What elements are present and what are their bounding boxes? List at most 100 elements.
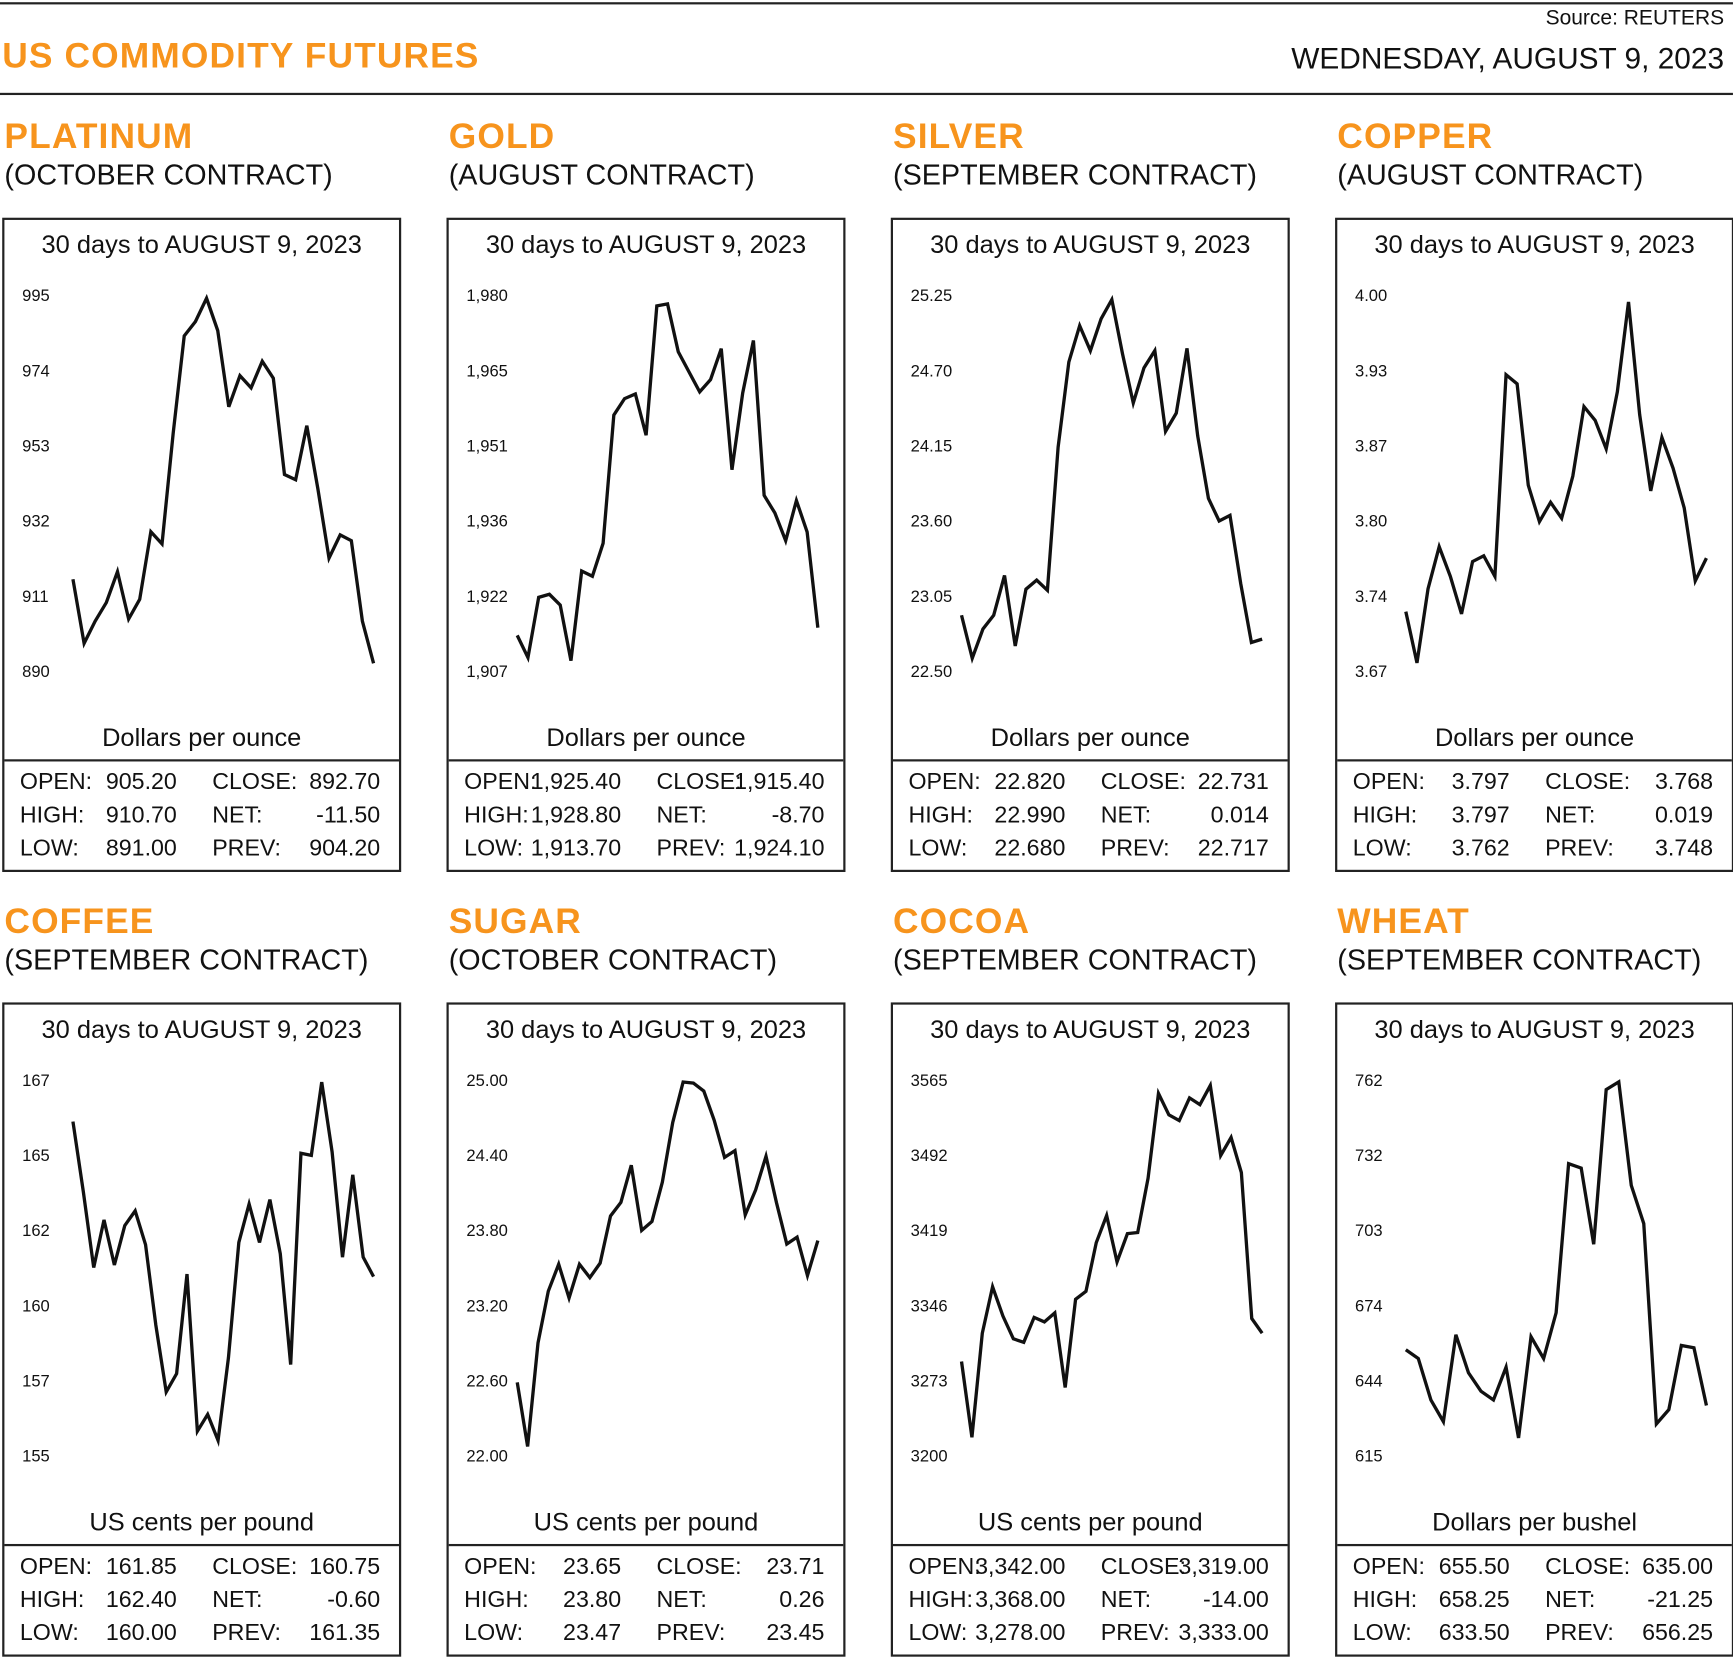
y-tick-label: 22.60	[466, 1372, 508, 1391]
price-series-line	[959, 294, 1263, 664]
chart-box: 30 days to AUGUST 9, 2023 3565 3492 3419 334…	[890, 1002, 1290, 1657]
chart-period: 30 days to AUGUST 9, 2023	[1374, 229, 1695, 259]
open-value: 905.20	[105, 769, 177, 795]
high-label: HIGH:	[1352, 1587, 1418, 1613]
net-value: -11.50	[316, 802, 381, 828]
close-value: 160.75	[309, 1553, 381, 1580]
prev-value: 656.25	[1642, 1620, 1714, 1646]
close-label: CLOSE:	[1100, 1553, 1186, 1580]
price-line-chart	[71, 293, 376, 664]
low-label: LOW:	[464, 1620, 524, 1646]
unit-label: US cents per pound	[89, 1507, 315, 1537]
chart-box: 30 days to AUGUST 9, 2023 1,980 1,965 1,951…	[446, 217, 846, 873]
price-series-line	[515, 302, 820, 663]
commodity-name: COFFEE	[4, 900, 155, 941]
prev-label: PREV:	[1545, 1620, 1614, 1646]
commodity-name: GOLD	[448, 116, 556, 156]
prev-label: PREV:	[1100, 835, 1170, 861]
open-label: OPEN:	[19, 1553, 93, 1580]
open-label: OPEN:	[908, 1553, 981, 1580]
y-tick-label: 24.15	[910, 437, 953, 456]
chart-period: 30 days to AUGUST 9, 2023	[485, 229, 807, 259]
chart-box: 30 days to AUGUST 9, 2023 4.00 3.93 3.87 3.8…	[1335, 217, 1733, 873]
low-value: 3.762	[1451, 835, 1510, 861]
high-value: 162.40	[105, 1587, 177, 1613]
close-label: CLOSE:	[1545, 1553, 1631, 1580]
commodity-name: COPPER	[1337, 116, 1494, 156]
high-label: HIGH:	[1352, 802, 1418, 828]
y-tick-label: 1,951	[466, 437, 508, 456]
y-tick-label: 25.00	[466, 1071, 508, 1091]
close-label: CLOSE:	[656, 1553, 742, 1580]
contract-label: (SEPTEMBER CONTRACT)	[4, 942, 369, 976]
top-rule	[0, 2, 1733, 5]
high-label: HIGH:	[908, 802, 973, 828]
price-line-chart	[1404, 1079, 1709, 1439]
prev-label: PREV:	[1545, 835, 1614, 861]
chart-period: 30 days to AUGUST 9, 2023	[930, 229, 1251, 259]
y-tick-label: 3.67	[1354, 662, 1388, 682]
open-value: 1,925.40	[530, 769, 622, 795]
unit-label: US cents per pound	[977, 1507, 1203, 1537]
stats-divider	[448, 759, 844, 762]
price-series-line	[959, 1080, 1264, 1438]
y-tick-label: 3346	[910, 1296, 948, 1316]
high-value: 658.25	[1438, 1587, 1510, 1613]
y-tick-label: 3.93	[1354, 361, 1388, 381]
price-series-line	[71, 1081, 376, 1447]
price-line-chart	[959, 1080, 1264, 1438]
stats-divider	[893, 759, 1288, 762]
high-label: HIGH:	[464, 1587, 529, 1613]
prev-label: PREV:	[656, 835, 726, 861]
close-value: 1,915.40	[734, 769, 825, 795]
chart-box: 30 days to AUGUST 9, 2023 995 974 953 932 911…	[2, 217, 402, 873]
y-tick-label: 22.00	[466, 1447, 508, 1467]
y-tick-label: 3.87	[1354, 437, 1388, 456]
net-value: -14.00	[1202, 1587, 1269, 1613]
low-label: LOW:	[464, 835, 524, 861]
contract-label: (SEPTEMBER CONTRACT)	[1337, 942, 1702, 976]
header-rule	[0, 92, 1733, 96]
y-tick-label: 703	[1354, 1221, 1383, 1241]
chart-period: 30 days to AUGUST 9, 2023	[930, 1014, 1251, 1044]
contract-label: (SEPTEMBER CONTRACT)	[893, 942, 1257, 976]
low-label: LOW:	[1352, 1620, 1412, 1646]
high-label: HIGH:	[19, 1587, 85, 1613]
y-tick-label: 25.25	[910, 286, 953, 306]
net-label: NET:	[1545, 1587, 1596, 1613]
net-label: NET:	[1100, 802, 1152, 828]
prev-label: PREV:	[212, 835, 281, 861]
high-value: 22.990	[994, 802, 1066, 828]
stats-divider	[1337, 1543, 1732, 1547]
y-tick-label: 1,965	[466, 361, 508, 381]
open-label: OPEN:	[908, 769, 981, 795]
y-tick-label: 22.50	[910, 662, 953, 682]
low-label: LOW:	[908, 1620, 968, 1646]
stats-divider	[448, 1543, 844, 1547]
prev-label: PREV:	[212, 1620, 281, 1646]
net-label: NET:	[1100, 1587, 1152, 1613]
page-title: US COMMODITY FUTURES	[2, 35, 480, 76]
prev-label: PREV:	[656, 1620, 726, 1646]
y-tick-label: 23.60	[910, 512, 953, 532]
high-label: HIGH:	[464, 802, 529, 828]
prev-value: 1,924.10	[734, 835, 825, 861]
low-value: 633.50	[1438, 1620, 1510, 1646]
low-value: 22.680	[994, 835, 1066, 861]
contract-label: (OCTOBER CONTRACT)	[448, 942, 778, 976]
chart-period: 30 days to AUGUST 9, 2023	[41, 229, 362, 259]
price-line-chart	[71, 1081, 376, 1447]
y-tick-label: 3565	[910, 1071, 948, 1091]
net-value: 0.019	[1654, 802, 1714, 828]
close-value: 22.731	[1197, 769, 1269, 795]
y-tick-label: 155	[22, 1447, 50, 1467]
y-tick-label: 995	[22, 286, 50, 306]
y-tick-label: 162	[22, 1221, 50, 1241]
y-tick-label: 1,922	[466, 587, 508, 607]
y-tick-label: 674	[1354, 1296, 1383, 1316]
y-tick-label: 1,936	[466, 512, 508, 532]
net-value: -21.25	[1647, 1587, 1714, 1613]
y-tick-label: 3.80	[1354, 512, 1388, 532]
price-series-line	[1404, 301, 1708, 664]
